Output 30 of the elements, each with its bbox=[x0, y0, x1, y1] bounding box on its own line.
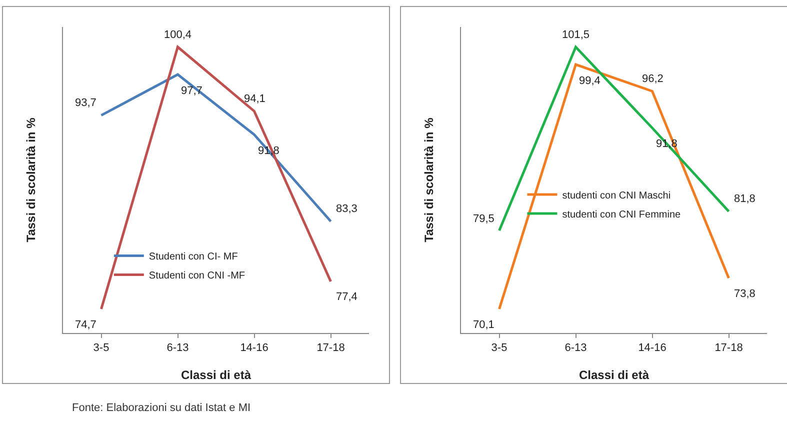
x-tick-label: 3-5 bbox=[93, 342, 110, 354]
legend-label: Studenti con CI- MF bbox=[148, 252, 238, 263]
data-label: 79,5 bbox=[473, 213, 494, 225]
x-tick-label: 17-18 bbox=[316, 342, 345, 354]
x-tick-label: 14-16 bbox=[638, 342, 666, 354]
legend-label: Studenti con CNI -MF bbox=[148, 270, 246, 282]
data-label: 94,1 bbox=[244, 93, 266, 105]
legend-label: studenti con CNI Maschi bbox=[562, 190, 671, 202]
x-tick-label: 3-5 bbox=[491, 342, 508, 354]
data-label: 77,4 bbox=[336, 291, 358, 303]
x-tick-label: 6-13 bbox=[564, 342, 587, 354]
source-note: Fonte: Elaborazioni su dati Istat e MI bbox=[72, 402, 251, 414]
data-label: 73,8 bbox=[734, 288, 756, 300]
x-axis-title: Classi di età bbox=[180, 368, 252, 382]
data-label: 70,1 bbox=[473, 319, 494, 331]
y-axis-title: Tassi di scolarità in % bbox=[422, 117, 436, 242]
data-label: 99,4 bbox=[579, 75, 600, 87]
data-label: 93,7 bbox=[75, 97, 96, 109]
data-label: 83,3 bbox=[336, 203, 358, 215]
legend-label: studenti con CNI Femmine bbox=[562, 209, 682, 220]
x-tick-label: 14-16 bbox=[240, 342, 268, 354]
x-tick-label: 17-18 bbox=[714, 342, 743, 354]
y-axis-title: Tassi di scolarità in % bbox=[24, 117, 38, 242]
x-axis-title: Classi di età bbox=[578, 368, 650, 382]
x-tick-label: 6-13 bbox=[166, 342, 189, 354]
data-label: 96,2 bbox=[642, 73, 664, 85]
data-label: 101,5 bbox=[562, 29, 590, 41]
data-label: 81,8 bbox=[734, 193, 756, 205]
data-label: 100,4 bbox=[164, 29, 192, 41]
data-label: 74,7 bbox=[75, 319, 96, 331]
